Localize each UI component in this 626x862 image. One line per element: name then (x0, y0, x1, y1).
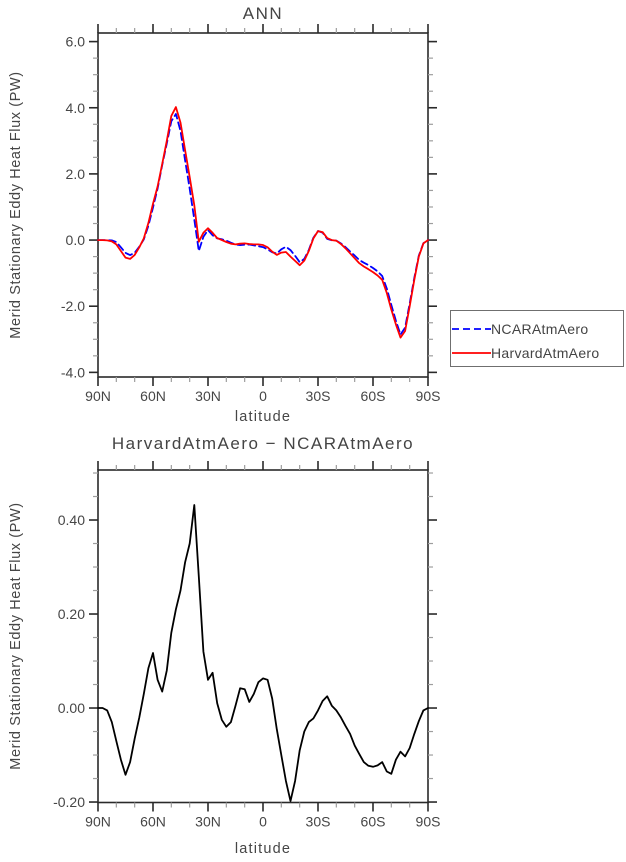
series-line-harvardatmaero (97, 106, 429, 339)
bottom-x-axis-label: latitude (234, 841, 292, 857)
top-x-axis-label: latitude (234, 409, 292, 425)
y-tick-label: 4.0 (66, 100, 86, 116)
x-tick-label: 60N (140, 388, 166, 404)
y-tick-label: 6.0 (66, 34, 86, 50)
legend: NCARAtmAero HarvardAtmAero (450, 310, 624, 367)
plot-frame (97, 32, 429, 378)
legend-label-harvardatmaero: HarvardAtmAero (491, 345, 600, 361)
x-tick-label: 30N (195, 814, 221, 830)
x-tick-label: 60S (361, 388, 386, 404)
x-tick-label: 90N (85, 388, 111, 404)
y-tick-label: -2.0 (61, 298, 85, 314)
y-tick-label: 2.0 (66, 166, 86, 182)
x-tick-label: 0 (259, 388, 267, 404)
x-tick-label: 0 (259, 814, 267, 830)
plot-frame (97, 469, 429, 804)
top-chart: 90N 60N 30N 0 30S 60S 90S 6.0 4.0 2.0 0.0 -2.0 -4.0 (61, 24, 441, 404)
x-tick-label: 30S (306, 814, 331, 830)
y-tick-label: -4.0 (61, 364, 85, 380)
bottom-y-axis-label: Merid Stationary Eddy Heat Flux (PW) (8, 502, 24, 770)
legend-line-sample-dashed (452, 328, 491, 330)
legend-line-sample-solid (452, 352, 491, 354)
series-line-harvardatmaero-ncaratmaero (97, 504, 429, 802)
y-tick-label: -0.20 (53, 794, 85, 810)
x-tick-label: 60S (361, 814, 386, 830)
top-y-axis-label: Merid Stationary Eddy Heat Flux (PW) (8, 71, 24, 339)
top-chart-title: ANN (242, 4, 284, 23)
legend-item-ncaratmaero: NCARAtmAero (452, 322, 588, 336)
legend-item-harvardatmaero: HarvardAtmAero (452, 346, 599, 360)
bottom-chart: 90N 60N 30N 0 30S 60S 90S 0.40 0.20 0.00 -0.20 (53, 461, 440, 830)
x-tick-label: 30N (195, 388, 221, 404)
y-tick-label: 0.40 (58, 512, 85, 528)
x-tick-label: 90S (416, 814, 441, 830)
x-tick-label: 60N (140, 814, 166, 830)
y-tick-label: 0.00 (58, 700, 85, 716)
y-tick-label: 0.0 (66, 232, 86, 248)
x-tick-label: 30S (306, 388, 331, 404)
legend-label-ncaratmaero: NCARAtmAero (491, 321, 589, 337)
x-tick-label: 90S (416, 388, 441, 404)
bottom-chart-title: HarvardAtmAero − NCARAtmAero (111, 434, 415, 453)
y-tick-label: 0.20 (58, 606, 85, 622)
x-tick-label: 90N (85, 814, 111, 830)
